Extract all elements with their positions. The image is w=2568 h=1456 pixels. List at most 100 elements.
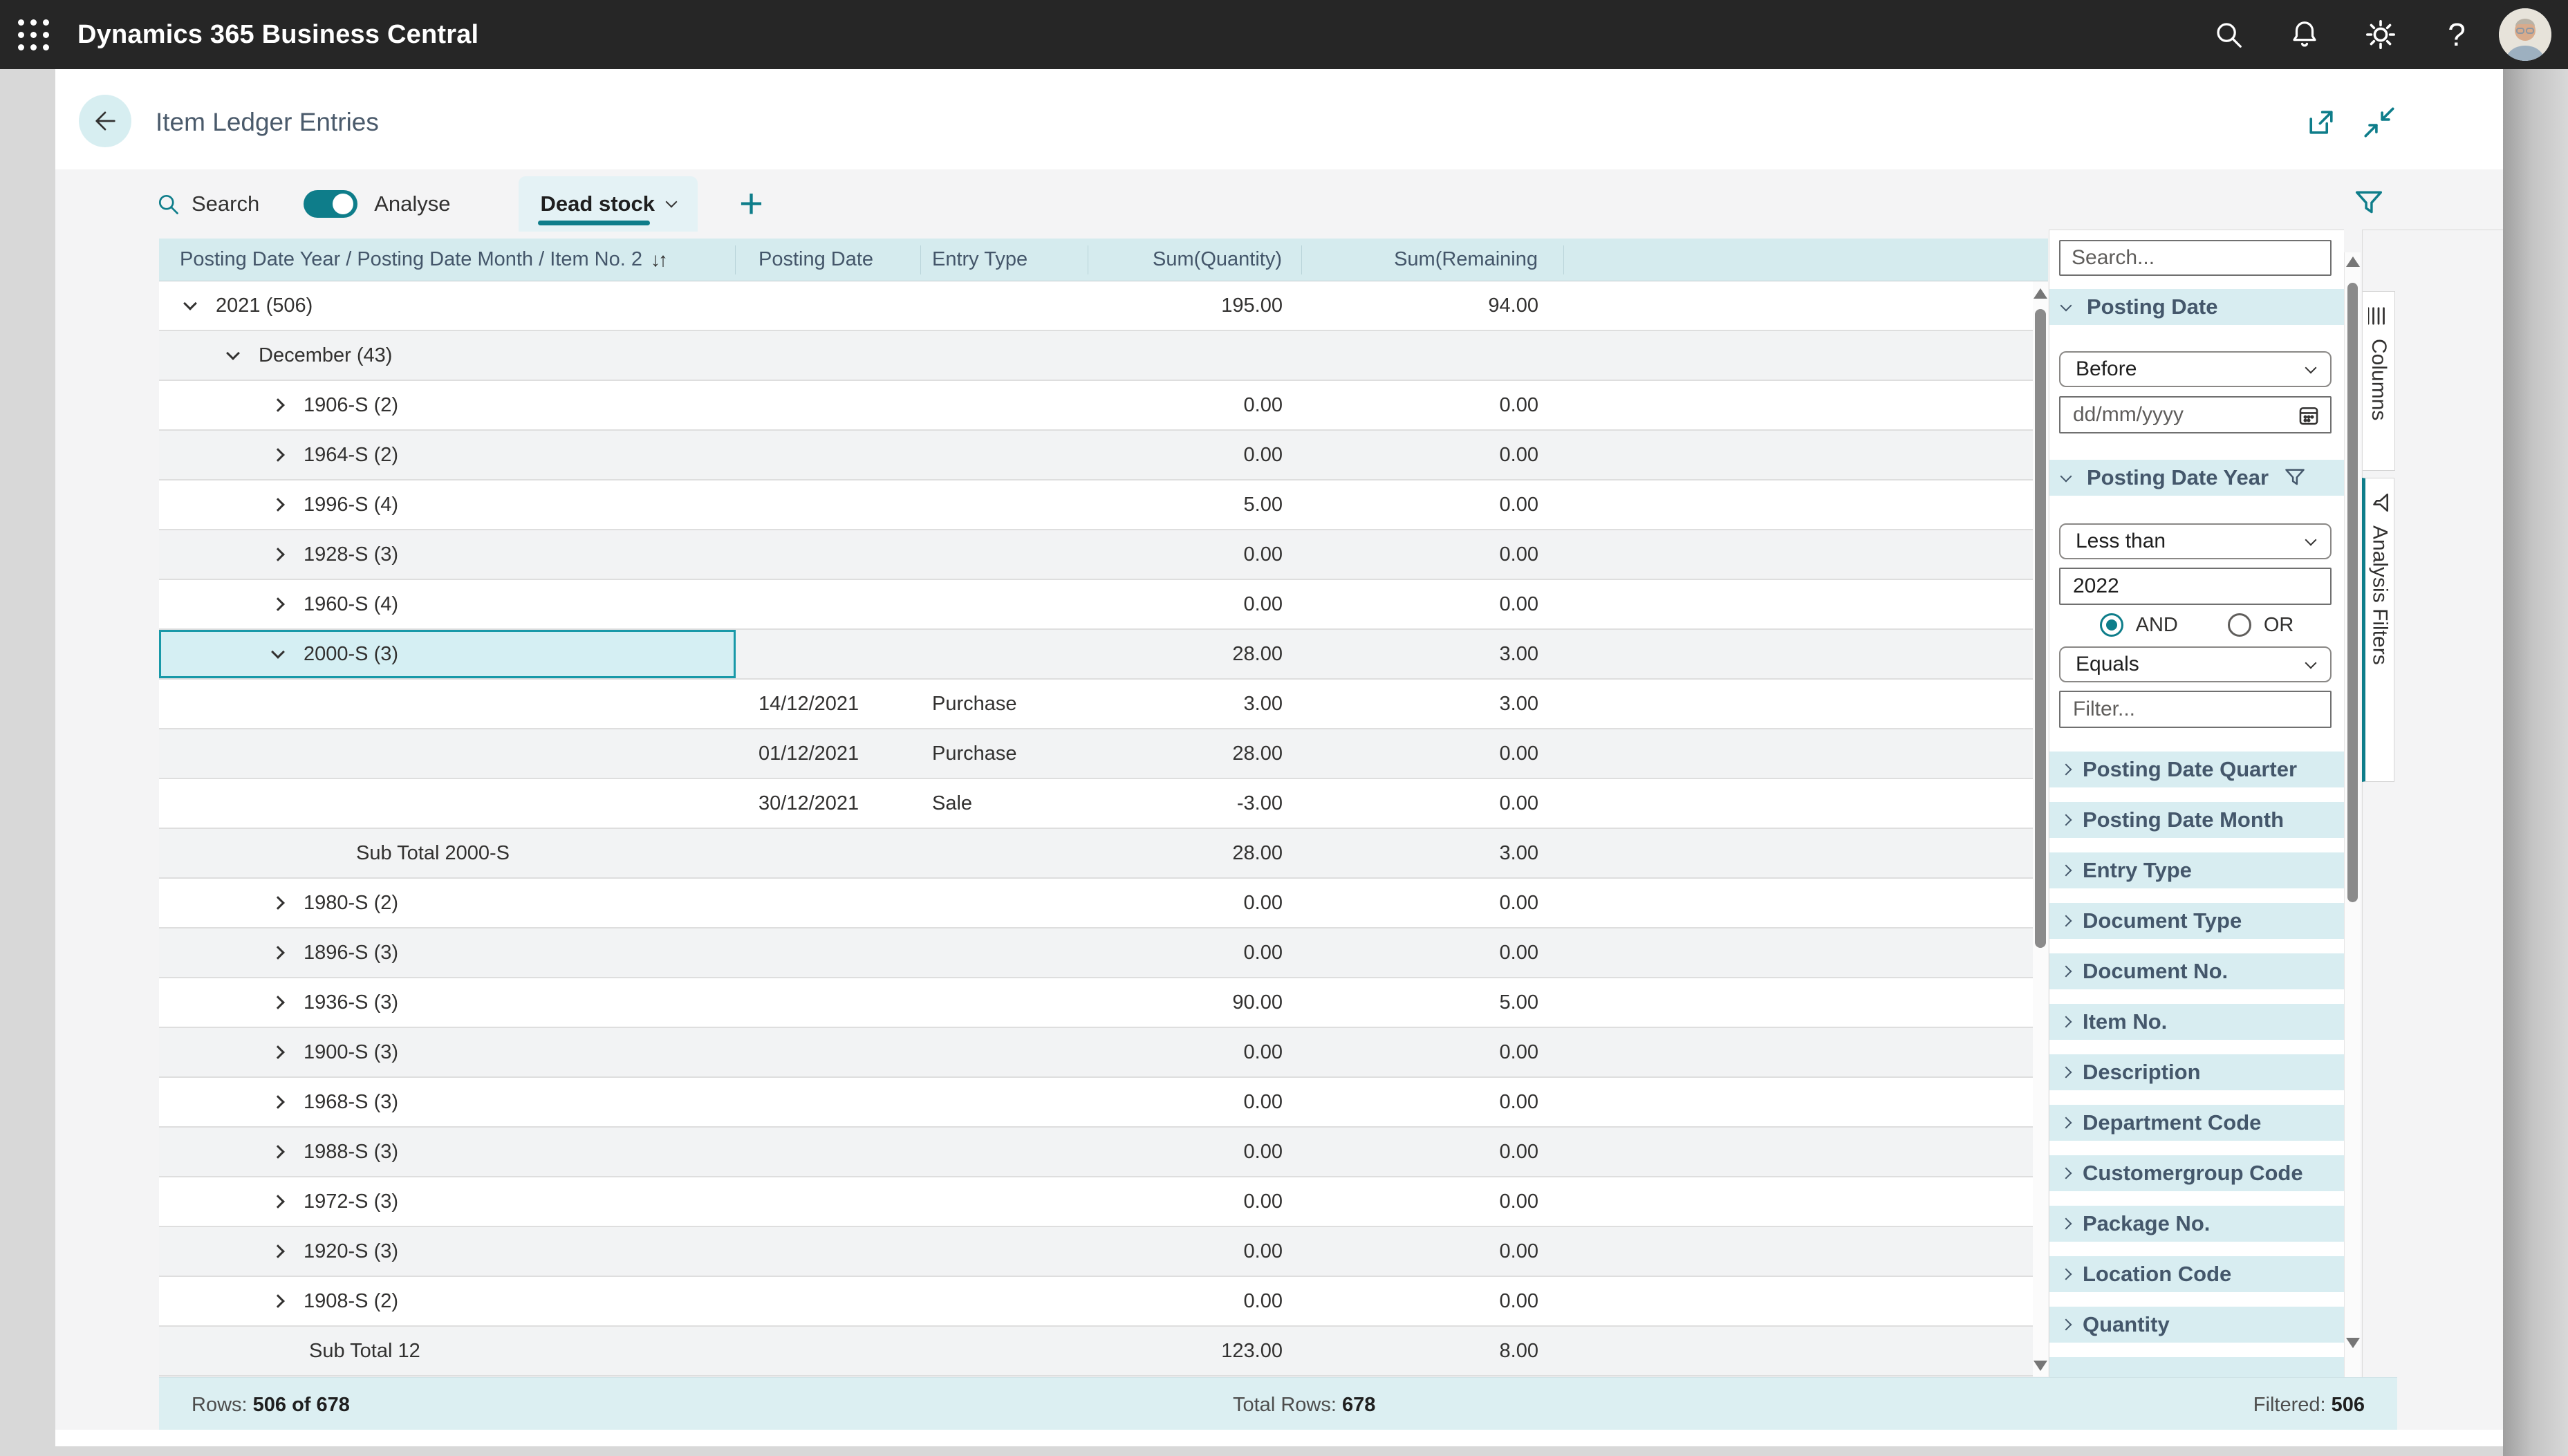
filter-section-description[interactable]: Description bbox=[2049, 1054, 2344, 1090]
table-row[interactable]: 2000-S (3) 28.00 3.00 bbox=[159, 630, 2033, 680]
tree-cell[interactable]: Sub Total 12 bbox=[159, 1327, 736, 1375]
chevron-right-icon[interactable] bbox=[271, 1294, 285, 1308]
global-search-button[interactable] bbox=[2190, 0, 2267, 69]
column-header-sum-quantity[interactable]: Sum(Quantity) bbox=[1088, 245, 1302, 274]
calendar-icon[interactable] bbox=[2297, 404, 2320, 427]
filter-section-entry-type[interactable]: Entry Type bbox=[2049, 852, 2344, 888]
table-row[interactable]: 1980-S (2) 0.00 0.00 bbox=[159, 879, 2033, 928]
table-row[interactable]: 1920-S (3) 0.00 0.00 bbox=[159, 1227, 2033, 1277]
chevron-right-icon[interactable] bbox=[271, 1145, 285, 1159]
table-row[interactable]: 1906-S (2) 0.00 0.00 bbox=[159, 381, 2033, 431]
chevron-right-icon[interactable] bbox=[271, 398, 285, 412]
table-row[interactable]: 1968-S (3) 0.00 0.00 bbox=[159, 1078, 2033, 1128]
tree-cell[interactable]: 2021 (506) bbox=[159, 281, 736, 330]
tab-analysis-filters[interactable]: Analysis Filters bbox=[2362, 478, 2394, 782]
year-operator-1-select[interactable]: Less than bbox=[2059, 523, 2332, 559]
or-radio[interactable] bbox=[2227, 613, 2251, 637]
tree-cell[interactable]: 1980-S (2) bbox=[159, 879, 736, 927]
scroll-up-arrow[interactable] bbox=[2034, 288, 2047, 299]
tree-cell[interactable]: 1960-S (4) bbox=[159, 580, 736, 628]
tree-cell[interactable]: 1988-S (3) bbox=[159, 1128, 736, 1176]
posting-date-operator-select[interactable]: Before bbox=[2059, 351, 2332, 387]
column-header-entry-type[interactable]: Entry Type bbox=[921, 245, 1088, 274]
tree-cell[interactable]: 1996-S (4) bbox=[159, 480, 736, 529]
filter-section-customergroup-code[interactable]: Customergroup Code bbox=[2049, 1155, 2344, 1191]
table-row[interactable]: 1964-S (2) 0.00 0.00 bbox=[159, 431, 2033, 480]
filter-section-posting-date-quarter[interactable]: Posting Date Quarter bbox=[2049, 752, 2344, 787]
sort-icon[interactable]: ↓↑ bbox=[650, 248, 668, 270]
tree-cell[interactable]: 1964-S (2) bbox=[159, 431, 736, 479]
chevron-down-icon[interactable] bbox=[271, 645, 285, 659]
chevron-right-icon[interactable] bbox=[271, 1195, 285, 1208]
column-header-posting-date[interactable]: Posting Date bbox=[736, 245, 921, 274]
filter-section-package-no-[interactable]: Package No. bbox=[2049, 1206, 2344, 1242]
table-row[interactable]: 1960-S (4) 0.00 0.00 bbox=[159, 580, 2033, 630]
table-row[interactable]: Sub Total 12 123.00 8.00 bbox=[159, 1327, 2033, 1376]
filter-toggle-button[interactable] bbox=[2354, 188, 2384, 218]
table-row[interactable]: Sub Total 2000-S 28.00 3.00 bbox=[159, 829, 2033, 879]
filter-section-item-no-[interactable]: Item No. bbox=[2049, 1004, 2344, 1040]
tree-cell[interactable]: 1972-S (3) bbox=[159, 1177, 736, 1226]
table-row[interactable]: 14/12/2021 Purchase 3.00 3.00 bbox=[159, 680, 2033, 729]
scroll-thumb[interactable] bbox=[2347, 283, 2358, 902]
scroll-down-arrow[interactable] bbox=[2034, 1361, 2047, 1371]
tab-dead-stock[interactable]: Dead stock bbox=[518, 176, 698, 232]
filter-section-document-type[interactable]: Document Type bbox=[2049, 903, 2344, 939]
table-row[interactable]: 1988-S (3) 0.00 0.00 bbox=[159, 1128, 2033, 1177]
filter-section-quantity[interactable]: Quantity bbox=[2049, 1307, 2344, 1343]
filter-section-department-code[interactable]: Department Code bbox=[2049, 1105, 2344, 1141]
tree-cell[interactable]: December (43) bbox=[159, 331, 736, 380]
filter-section-posting-date[interactable]: Posting Date bbox=[2049, 289, 2344, 325]
app-launcher-icon[interactable] bbox=[0, 0, 66, 69]
chevron-right-icon[interactable] bbox=[271, 946, 285, 960]
tree-cell[interactable]: 1968-S (3) bbox=[159, 1078, 736, 1126]
table-row[interactable]: 2021 (506) 195.00 94.00 bbox=[159, 281, 2033, 331]
filter-panel-scrollbar[interactable] bbox=[2344, 252, 2361, 1377]
chevron-right-icon[interactable] bbox=[271, 498, 285, 512]
tree-cell[interactable]: 2000-S (3) bbox=[159, 630, 736, 678]
analyse-toggle[interactable] bbox=[304, 190, 358, 218]
chevron-right-icon[interactable] bbox=[271, 448, 285, 462]
open-in-new-window-button[interactable] bbox=[2304, 105, 2338, 140]
help-button[interactable]: ? bbox=[2419, 0, 2495, 69]
filter-section-posting-date-year[interactable]: Posting Date Year bbox=[2049, 460, 2344, 496]
tree-cell[interactable]: Sub Total 2000-S bbox=[159, 829, 736, 877]
table-row[interactable]: 1972-S (3) 0.00 0.00 bbox=[159, 1177, 2033, 1227]
chevron-down-icon[interactable] bbox=[226, 346, 240, 360]
tree-cell[interactable]: 1896-S (3) bbox=[159, 928, 736, 977]
column-header-tree[interactable]: Posting Date Year / Posting Date Month /… bbox=[159, 245, 736, 274]
tree-cell[interactable]: 1908-S (2) bbox=[159, 1277, 736, 1325]
posting-date-input[interactable] bbox=[2059, 396, 2332, 433]
table-row[interactable]: 30/12/2021 Sale -3.00 0.00 bbox=[159, 779, 2033, 829]
avatar[interactable] bbox=[2499, 8, 2551, 61]
tree-cell[interactable]: 1906-S (2) bbox=[159, 381, 736, 429]
chevron-down-icon[interactable] bbox=[183, 297, 197, 310]
year-value-2-input[interactable] bbox=[2059, 691, 2332, 728]
chevron-right-icon[interactable] bbox=[271, 1244, 285, 1258]
chevron-right-icon[interactable] bbox=[271, 1045, 285, 1059]
chevron-right-icon[interactable] bbox=[271, 896, 285, 910]
table-row[interactable]: 1908-S (2) 0.00 0.00 bbox=[159, 1277, 2033, 1327]
tree-cell[interactable]: 1928-S (3) bbox=[159, 530, 736, 579]
tab-columns[interactable]: Columns bbox=[2363, 291, 2395, 471]
chevron-right-icon[interactable] bbox=[271, 996, 285, 1009]
filter-section-posting-date-month[interactable]: Posting Date Month bbox=[2049, 802, 2344, 838]
chevron-right-icon[interactable] bbox=[271, 597, 285, 611]
table-scrollbar[interactable] bbox=[2033, 281, 2048, 1376]
and-radio[interactable] bbox=[2099, 613, 2123, 637]
scroll-up-arrow[interactable] bbox=[2345, 256, 2360, 267]
filter-section-document-no-[interactable]: Document No. bbox=[2049, 953, 2344, 989]
year-operator-2-select[interactable]: Equals bbox=[2059, 646, 2332, 682]
search-button[interactable]: Search bbox=[156, 192, 259, 216]
table-row[interactable]: 1936-S (3) 90.00 5.00 bbox=[159, 978, 2033, 1028]
scroll-thumb[interactable] bbox=[2035, 309, 2046, 948]
scroll-down-arrow[interactable] bbox=[2346, 1338, 2360, 1348]
column-header-sum-remaining[interactable]: Sum(Remaining bbox=[1302, 245, 1564, 274]
table-row[interactable]: 1896-S (3) 0.00 0.00 bbox=[159, 928, 2033, 978]
chevron-right-icon[interactable] bbox=[271, 1095, 285, 1109]
chevron-right-icon[interactable] bbox=[271, 548, 285, 561]
table-row[interactable]: December (43) bbox=[159, 331, 2033, 381]
tree-cell[interactable]: 1900-S (3) bbox=[159, 1028, 736, 1076]
back-button[interactable] bbox=[79, 95, 131, 147]
table-row[interactable]: 1996-S (4) 5.00 0.00 bbox=[159, 480, 2033, 530]
